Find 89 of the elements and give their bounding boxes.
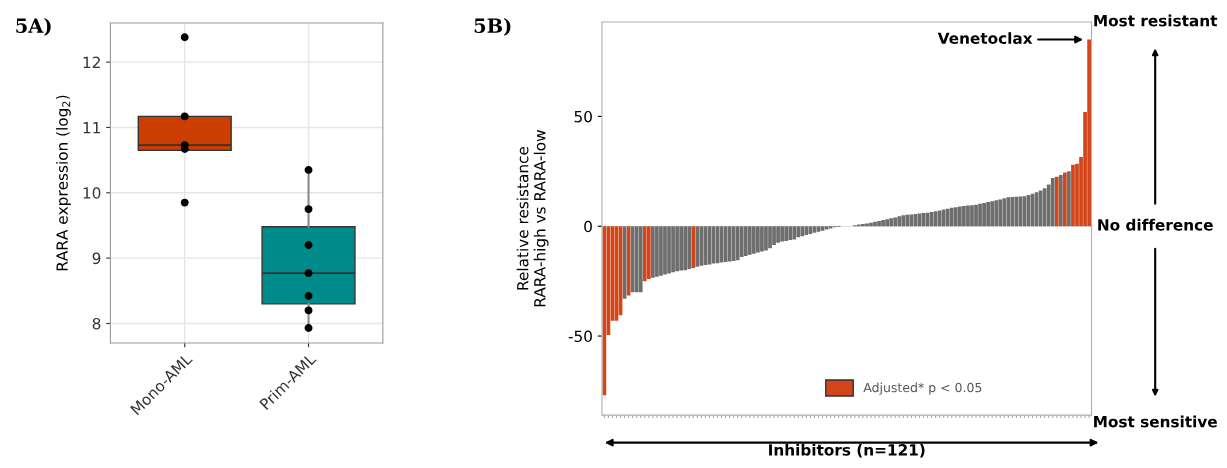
bar bbox=[885, 219, 889, 227]
bar bbox=[788, 226, 793, 241]
y-tick-label: 11 bbox=[83, 122, 100, 134]
bar bbox=[816, 226, 821, 232]
bar bbox=[679, 226, 683, 271]
bar bbox=[893, 217, 898, 227]
bar bbox=[784, 226, 789, 241]
bar bbox=[699, 226, 704, 266]
bar bbox=[986, 202, 990, 227]
x-axis-title: Inhibitors (n=121) bbox=[769, 443, 925, 458]
bar bbox=[760, 226, 764, 252]
bar bbox=[731, 226, 736, 261]
bar bbox=[776, 226, 780, 243]
bar bbox=[646, 226, 651, 279]
text: Most resistant bbox=[1094, 14, 1218, 27]
bar bbox=[949, 207, 954, 227]
bar bbox=[1058, 175, 1063, 227]
bar bbox=[1038, 190, 1043, 227]
bar bbox=[941, 209, 946, 227]
bar bbox=[743, 226, 748, 256]
y-tick-label: 9 bbox=[92, 252, 101, 265]
bar bbox=[638, 226, 643, 293]
bar bbox=[869, 222, 873, 227]
y-tick-label: 8 bbox=[92, 317, 101, 330]
bar bbox=[1042, 188, 1047, 227]
bar bbox=[634, 226, 639, 293]
bar bbox=[905, 214, 910, 227]
y-axis-title: Relative resistance RARA-high vs RARA-low bbox=[516, 130, 549, 307]
bar bbox=[1087, 39, 1091, 227]
bar bbox=[945, 208, 950, 227]
bar bbox=[865, 223, 869, 227]
chart-title: 5A) bbox=[16, 17, 51, 36]
y-tick-label: 50 bbox=[574, 110, 592, 123]
bar bbox=[1050, 177, 1055, 227]
bar bbox=[990, 201, 995, 227]
bar bbox=[994, 200, 999, 227]
bar bbox=[735, 226, 740, 261]
bar bbox=[966, 205, 970, 227]
bar bbox=[655, 226, 659, 277]
bar bbox=[1054, 176, 1059, 227]
bar bbox=[796, 226, 801, 238]
bar bbox=[671, 226, 675, 273]
bar bbox=[958, 206, 962, 227]
bar bbox=[1063, 172, 1067, 227]
y-tick-label: 10 bbox=[83, 187, 101, 199]
bar bbox=[675, 226, 679, 272]
bar bbox=[998, 199, 1003, 227]
bar bbox=[978, 203, 982, 227]
bar bbox=[877, 220, 881, 227]
bar bbox=[982, 202, 986, 227]
y-axis-title: RARA expression (log$_{2}$) bbox=[56, 95, 71, 271]
bar bbox=[889, 218, 894, 227]
bar bbox=[630, 226, 635, 293]
bar bbox=[751, 226, 756, 254]
bar bbox=[756, 226, 760, 253]
bar bbox=[747, 226, 752, 255]
bar bbox=[659, 226, 663, 276]
bar bbox=[1071, 164, 1075, 227]
bar bbox=[691, 226, 696, 268]
bar bbox=[824, 226, 829, 230]
y-tick-label: 0 bbox=[584, 220, 592, 233]
bar bbox=[953, 207, 958, 227]
bar bbox=[695, 226, 700, 267]
bar bbox=[1067, 171, 1071, 227]
bar bbox=[772, 226, 776, 245]
bar bbox=[800, 226, 805, 237]
bar bbox=[1002, 198, 1007, 227]
bar bbox=[1006, 197, 1011, 227]
y-tick-label: 12 bbox=[83, 56, 100, 68]
bar bbox=[683, 226, 688, 271]
bar bbox=[651, 226, 655, 278]
y-tick-label: -50 bbox=[568, 330, 592, 343]
bar bbox=[642, 226, 647, 282]
annotation: Venetoclax bbox=[937, 32, 1033, 44]
bar bbox=[792, 226, 797, 240]
text: Most sensitive bbox=[1094, 415, 1217, 428]
bar bbox=[962, 206, 966, 227]
bar bbox=[897, 216, 902, 227]
bar bbox=[820, 226, 825, 231]
legend-label: Adjusted* p < 0.05 bbox=[863, 382, 982, 395]
bar bbox=[739, 226, 744, 257]
bar bbox=[937, 210, 942, 227]
chart-title: 5B) bbox=[474, 17, 511, 36]
bar bbox=[901, 215, 906, 227]
bar bbox=[687, 226, 692, 270]
bar bbox=[780, 226, 784, 242]
text: No difference bbox=[1098, 218, 1213, 231]
bar bbox=[861, 224, 865, 227]
bar bbox=[881, 220, 885, 227]
